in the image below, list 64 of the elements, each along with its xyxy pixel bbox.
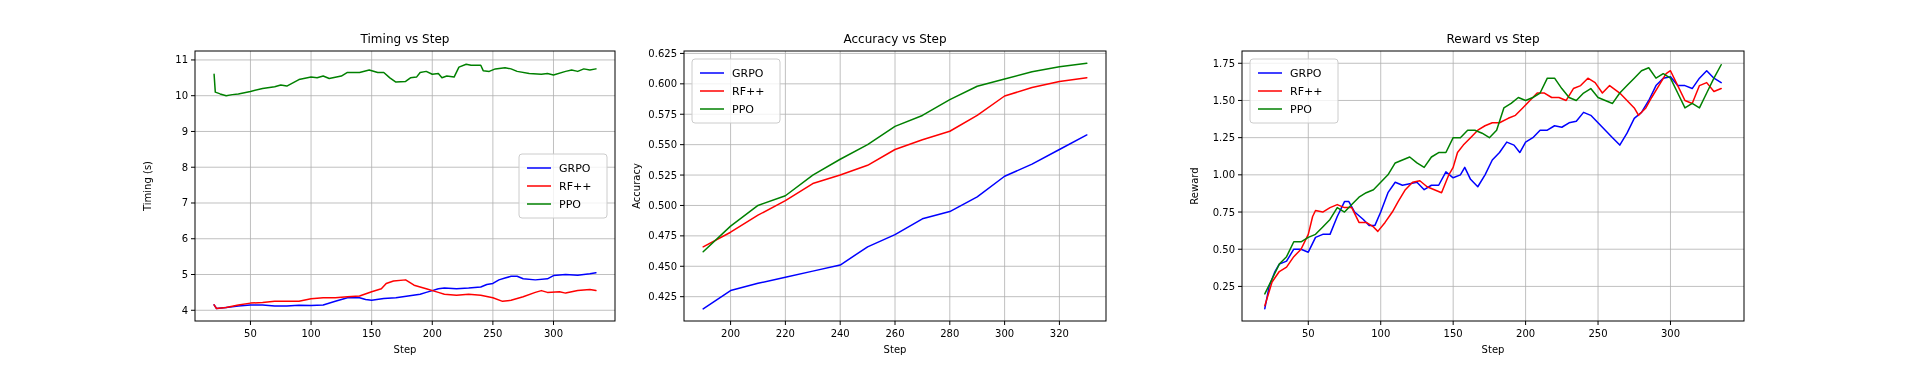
x-tick-label: 200 xyxy=(1516,328,1536,339)
x-axis-title: Step xyxy=(1481,344,1505,355)
y-tick-label: 8 xyxy=(181,161,188,173)
legend-label: PPO xyxy=(559,198,582,211)
y-tick-label: 11 xyxy=(175,54,188,66)
line-series xyxy=(213,63,597,97)
y-axis-title: Accuracy xyxy=(631,163,642,209)
x-tick-label: 320 xyxy=(1049,328,1069,339)
x-tick-label: 300 xyxy=(543,328,564,339)
y-tick-label: 0.575 xyxy=(648,108,677,120)
y-tick-label: 4 xyxy=(181,304,188,316)
y-tick-label: 6 xyxy=(181,233,188,245)
chart-title: Reward vs Step xyxy=(1446,32,1540,46)
line-series xyxy=(213,279,597,310)
chart-title: Accuracy vs Step xyxy=(843,32,947,46)
x-tick-label: 150 xyxy=(1443,328,1463,339)
y-tick-label: 1.50 xyxy=(1212,94,1235,106)
legend-label: PPO xyxy=(732,103,755,116)
line-series xyxy=(702,134,1088,310)
y-tick-label: 5 xyxy=(181,269,188,281)
x-axis-title: Step xyxy=(883,344,907,355)
x-tick-label: 150 xyxy=(362,328,382,339)
y-tick-label: 0.75 xyxy=(1212,206,1235,218)
x-tick-label: 250 xyxy=(483,328,503,339)
y-axis-title: Timing (s) xyxy=(142,160,153,212)
y-tick-label: 9 xyxy=(181,125,188,137)
y-tick-label: 10 xyxy=(175,90,188,102)
legend-label: PPO xyxy=(1290,103,1313,116)
x-tick-label: 200 xyxy=(721,328,741,339)
y-tick-label: 0.450 xyxy=(648,260,677,272)
x-tick-label: 240 xyxy=(830,328,850,339)
x-tick-label: 220 xyxy=(775,328,795,339)
x-tick-label: 260 xyxy=(885,328,905,339)
y-tick-label: 0.25 xyxy=(1212,280,1235,292)
y-tick-label: 1.25 xyxy=(1212,132,1235,144)
y-tick-label: 0.50 xyxy=(1212,243,1235,255)
y-tick-label: 7 xyxy=(181,197,188,209)
x-axis-title: Step xyxy=(393,344,417,355)
y-tick-label: 0.500 xyxy=(648,199,677,211)
x-tick-label: 300 xyxy=(1660,328,1681,339)
x-tick-label: 100 xyxy=(1371,328,1391,339)
y-tick-label: 0.475 xyxy=(648,230,677,242)
y-tick-label: 0.625 xyxy=(648,47,677,59)
legend-label: RF++ xyxy=(559,180,592,193)
y-tick-label: 0.525 xyxy=(648,169,677,181)
legend-label: RF++ xyxy=(1290,85,1323,98)
y-tick-label: 1.00 xyxy=(1212,169,1235,181)
x-tick-label: 280 xyxy=(940,328,960,339)
y-tick-label: 0.550 xyxy=(648,139,677,151)
x-tick-label: 50 xyxy=(244,328,257,339)
x-tick-label: 100 xyxy=(301,328,321,339)
x-tick-label: 200 xyxy=(422,328,442,339)
x-tick-label: 250 xyxy=(1588,328,1608,339)
legend-label: GRPO xyxy=(559,162,591,175)
legend-label: GRPO xyxy=(732,67,764,80)
x-tick-label: 50 xyxy=(1301,328,1315,339)
legend-label: RF++ xyxy=(732,85,765,98)
chart-title: Timing vs Step xyxy=(359,32,450,46)
y-axis-title: Reward xyxy=(1189,167,1200,205)
y-tick-label: 1.75 xyxy=(1212,57,1235,69)
y-tick-label: 0.600 xyxy=(648,78,677,90)
x-tick-label: 300 xyxy=(995,328,1015,339)
y-tick-label: 0.425 xyxy=(648,291,677,303)
legend-label: GRPO xyxy=(1290,67,1322,80)
